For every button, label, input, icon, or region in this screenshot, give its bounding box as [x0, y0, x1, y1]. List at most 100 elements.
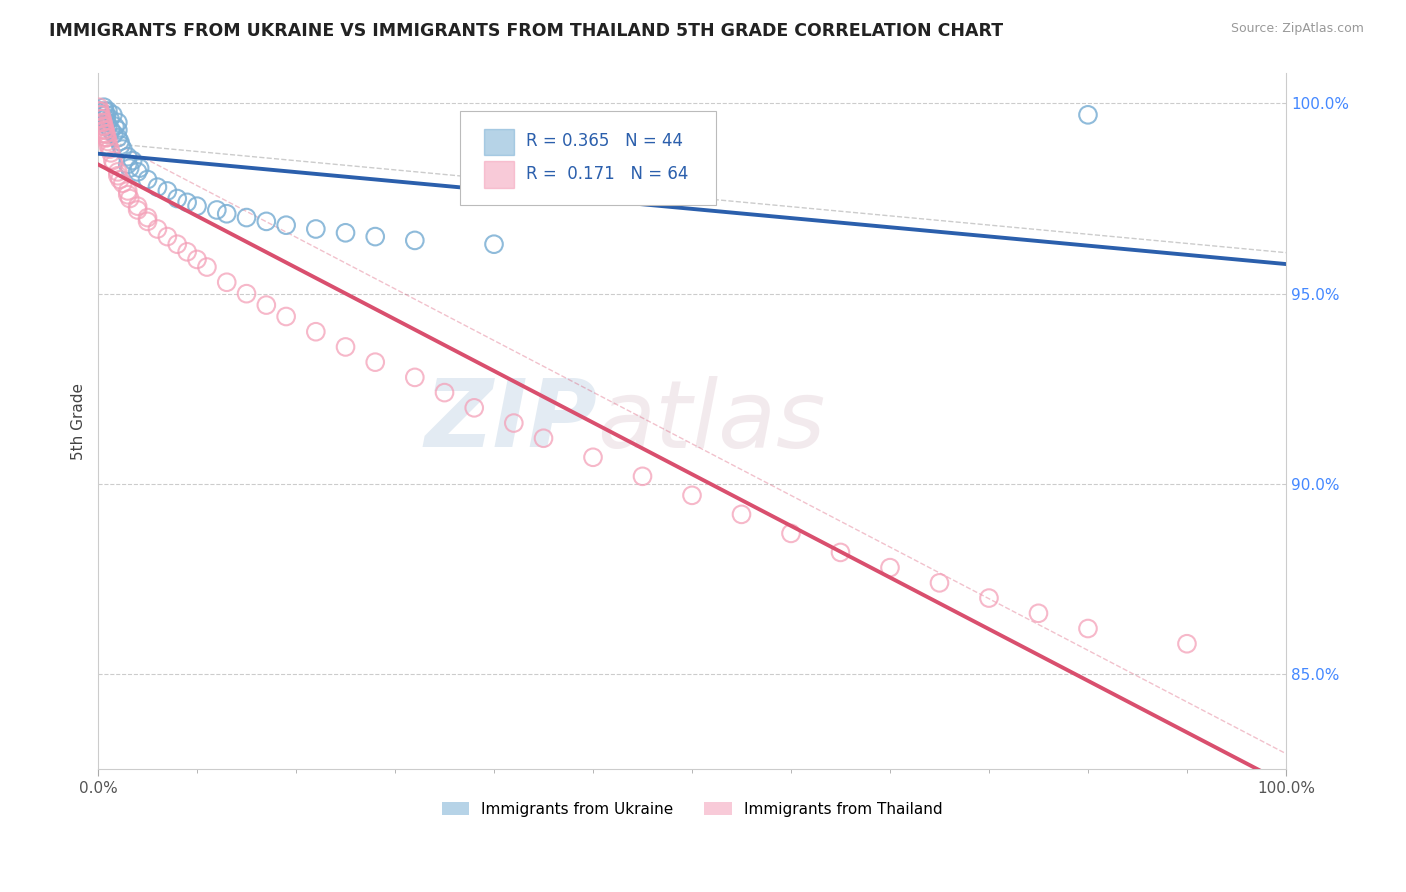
Point — [107, 165, 129, 179]
Point — [305, 325, 328, 339]
Point — [176, 195, 198, 210]
Point — [146, 180, 169, 194]
Point — [90, 108, 112, 122]
Point — [111, 177, 134, 191]
Point — [305, 222, 328, 236]
Point — [100, 145, 122, 160]
Point — [1077, 622, 1099, 636]
Point — [94, 103, 117, 118]
Point — [215, 275, 238, 289]
Point — [186, 252, 208, 267]
Point — [681, 488, 703, 502]
Point — [118, 192, 141, 206]
Point — [879, 560, 901, 574]
Point — [100, 123, 122, 137]
Point — [582, 450, 605, 465]
Point — [107, 169, 129, 183]
Point — [156, 229, 179, 244]
Point — [433, 385, 456, 400]
FancyBboxPatch shape — [484, 161, 513, 188]
Point — [107, 130, 129, 145]
Point — [117, 184, 139, 198]
Point — [128, 161, 150, 175]
Point — [91, 115, 114, 129]
Point — [98, 112, 121, 126]
Point — [97, 135, 120, 149]
Point — [91, 112, 114, 126]
Point — [364, 229, 387, 244]
Point — [96, 130, 118, 145]
Point — [89, 103, 111, 118]
Point — [90, 112, 112, 126]
Point — [276, 310, 298, 324]
Point — [195, 260, 218, 274]
Point — [89, 103, 111, 118]
Point — [254, 214, 277, 228]
Point — [482, 237, 505, 252]
Point — [108, 135, 131, 149]
Point — [104, 120, 127, 134]
Legend: Immigrants from Ukraine, Immigrants from Thailand: Immigrants from Ukraine, Immigrants from… — [434, 794, 950, 824]
Point — [146, 222, 169, 236]
Point — [93, 100, 115, 114]
Point — [98, 142, 121, 156]
Point — [94, 127, 117, 141]
Point — [1175, 637, 1198, 651]
Point — [215, 207, 238, 221]
Point — [533, 431, 555, 445]
Point — [276, 218, 298, 232]
Point — [118, 161, 141, 175]
Point — [335, 226, 357, 240]
Point — [89, 108, 111, 122]
Point — [1028, 607, 1050, 621]
Point — [93, 123, 115, 137]
Point — [127, 202, 149, 217]
Point — [96, 115, 118, 129]
Point — [91, 112, 114, 126]
Point — [364, 355, 387, 369]
Point — [93, 120, 115, 134]
Text: R =  0.171   N = 64: R = 0.171 N = 64 — [526, 165, 688, 183]
Point — [186, 199, 208, 213]
Point — [1077, 108, 1099, 122]
Point — [830, 545, 852, 559]
Point — [87, 100, 110, 114]
Point — [103, 127, 125, 141]
Point — [156, 184, 179, 198]
Point — [136, 214, 159, 228]
Point — [117, 150, 139, 164]
Point — [127, 199, 149, 213]
Point — [335, 340, 357, 354]
Text: Source: ZipAtlas.com: Source: ZipAtlas.com — [1230, 22, 1364, 36]
Point — [463, 401, 485, 415]
Point — [235, 286, 257, 301]
Point — [91, 115, 114, 129]
Point — [97, 103, 120, 118]
Point — [107, 123, 129, 137]
Point — [101, 108, 124, 122]
Text: IMMIGRANTS FROM UKRAINE VS IMMIGRANTS FROM THAILAND 5TH GRADE CORRELATION CHART: IMMIGRANTS FROM UKRAINE VS IMMIGRANTS FR… — [49, 22, 1004, 40]
Point — [127, 165, 149, 179]
Point — [87, 103, 110, 118]
Point — [502, 416, 524, 430]
Point — [205, 202, 228, 217]
Point — [97, 120, 120, 134]
Point — [780, 526, 803, 541]
Point — [101, 153, 124, 168]
Point — [928, 575, 950, 590]
FancyBboxPatch shape — [484, 128, 513, 155]
Point — [254, 298, 277, 312]
Point — [97, 138, 120, 153]
Point — [94, 112, 117, 126]
Point — [91, 120, 114, 134]
Point — [117, 187, 139, 202]
Point — [94, 123, 117, 137]
Point — [404, 234, 426, 248]
Point — [136, 172, 159, 186]
FancyBboxPatch shape — [460, 112, 716, 205]
Point — [121, 153, 143, 168]
Point — [166, 237, 188, 252]
Point — [107, 115, 129, 129]
Point — [108, 172, 131, 186]
Text: R = 0.365   N = 44: R = 0.365 N = 44 — [526, 132, 683, 150]
